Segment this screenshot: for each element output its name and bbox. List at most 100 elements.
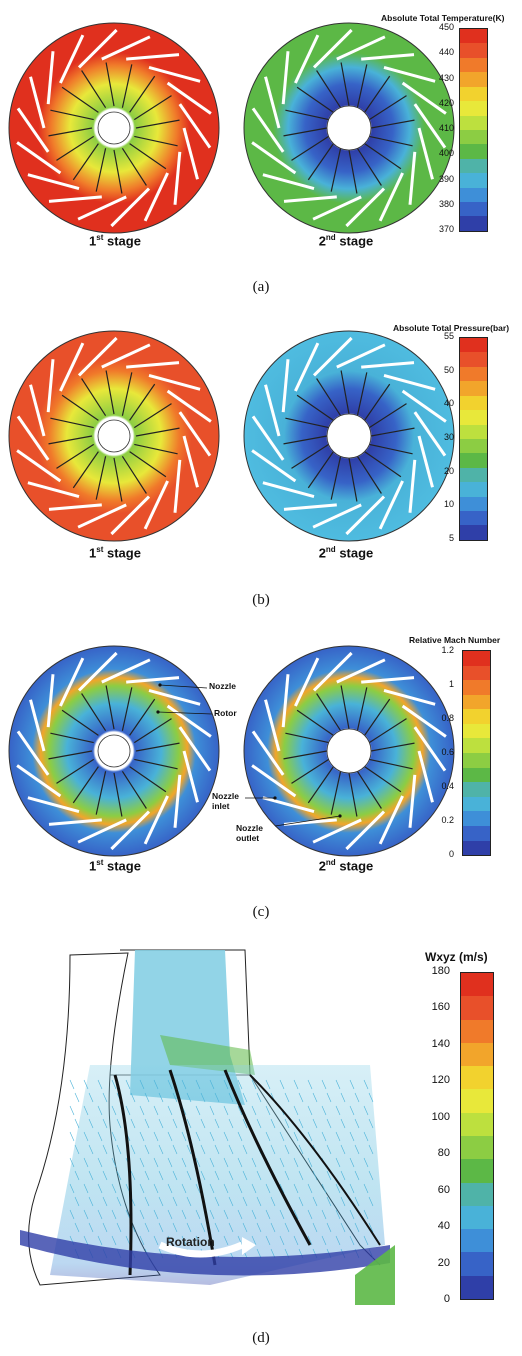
rotor-blade — [296, 709, 334, 736]
rotor-blade — [56, 758, 95, 784]
nozzle-vane — [16, 449, 62, 483]
colorbar-tick-label: 5 — [448, 533, 454, 543]
nozzle-vane — [401, 389, 447, 423]
rotor-blade — [340, 62, 350, 107]
nozzle-vane — [336, 343, 386, 369]
velocity-vector — [242, 1092, 248, 1103]
rotor-blade — [370, 427, 415, 437]
nozzle-vane — [46, 359, 55, 413]
rotor-blade — [340, 685, 350, 730]
colorbar-segment — [463, 680, 490, 695]
rotor-blade — [364, 143, 402, 170]
colorbar-segment — [460, 158, 487, 174]
nozzle-vane — [383, 373, 436, 391]
colorbar-segment — [460, 438, 487, 454]
rotor-blade — [135, 119, 180, 129]
temperature-contour-stage-2 — [243, 22, 455, 234]
rotor-blade — [48, 750, 93, 760]
rotor-blade — [129, 143, 167, 170]
nozzle-vane — [46, 51, 55, 105]
nozzle-vane — [48, 503, 102, 511]
velocity-vector — [167, 1183, 173, 1194]
velocity-vector — [335, 1079, 341, 1090]
velocity-vector — [354, 1144, 360, 1155]
colorbar-segment — [460, 216, 487, 231]
rotor-blade — [369, 758, 413, 770]
colorbar-tick-label: 40 — [437, 1220, 450, 1233]
colorbar — [460, 972, 494, 1300]
velocity-vector — [223, 1157, 229, 1168]
velocity-vector — [97, 1131, 103, 1142]
velocity-vector — [251, 1079, 257, 1090]
velocity-vector — [237, 1105, 243, 1116]
nozzle-vane — [48, 818, 102, 826]
velocity-vector — [256, 1092, 262, 1103]
velocity-vector — [321, 1209, 327, 1220]
velocity-vector — [312, 1170, 318, 1181]
velocity-vector-field — [20, 949, 395, 1305]
rotor-blade — [72, 766, 99, 804]
velocity-vector — [335, 1131, 341, 1142]
velocity-vector — [97, 1079, 103, 1090]
nozzle-vane — [59, 34, 85, 84]
velocity-vector — [335, 1183, 341, 1194]
velocity-vector — [88, 1092, 94, 1103]
nozzle-vane — [126, 361, 180, 369]
nozzle-vane — [378, 480, 404, 530]
velocity-vector — [167, 1209, 173, 1220]
colorbar-tick-label: 450 — [438, 22, 454, 32]
stage-2-label: 2nd stage — [318, 858, 374, 874]
velocity-vector — [97, 1183, 103, 1194]
velocity-vector — [144, 1222, 150, 1233]
rotor-blade — [368, 718, 407, 744]
velocity-vector — [251, 1183, 257, 1194]
nozzle-outlet-annotation: Nozzle outlet — [236, 823, 263, 843]
rotor-blade — [348, 772, 358, 817]
velocity-vector — [293, 1235, 299, 1246]
colorbar-tick-label: 0.6 — [441, 747, 454, 757]
velocity-vector — [223, 1105, 229, 1116]
nozzle-vane — [16, 730, 50, 776]
velocity-vector — [223, 1209, 229, 1220]
velocity-vector — [167, 1235, 173, 1246]
nozzle-vane — [166, 704, 212, 738]
velocity-vector — [363, 1235, 369, 1246]
rotor-blade — [121, 64, 133, 108]
velocity-vector — [153, 1131, 159, 1142]
colorbar-segment — [460, 381, 487, 396]
nozzle-vane — [401, 704, 447, 738]
colorbar-title: Absolute Total Temperature(K) — [381, 13, 505, 23]
velocity-vector — [88, 1144, 94, 1155]
velocity-vector — [181, 1235, 187, 1246]
rotor-blade — [61, 709, 99, 736]
nozzle-vane — [345, 495, 386, 536]
nozzle-vane — [77, 195, 127, 221]
rotor-blade — [113, 149, 123, 194]
velocity-vector — [279, 1157, 285, 1168]
velocity-vector — [69, 1079, 75, 1090]
velocity-vector — [340, 1092, 346, 1103]
nozzle-vane — [408, 459, 417, 513]
colorbar-segment — [463, 782, 490, 797]
velocity-vector — [363, 1183, 369, 1194]
rotor-blade — [340, 370, 350, 415]
velocity-vector — [195, 1131, 201, 1142]
nozzle-vane — [182, 435, 199, 488]
velocity-vector — [265, 1105, 271, 1116]
velocity-vector — [326, 1092, 332, 1103]
colorbar-segment — [461, 996, 493, 1020]
velocity-vector — [116, 1222, 122, 1233]
velocity-vector — [298, 1118, 304, 1129]
velocity-vector — [74, 1170, 80, 1181]
velocity-vector — [74, 1092, 80, 1103]
colorbar-segment — [460, 86, 487, 102]
velocity-vector — [69, 1105, 75, 1116]
colorbar-segment — [463, 796, 490, 812]
velocity-vector — [242, 1222, 248, 1233]
nozzle-vane — [16, 764, 62, 798]
rotor-blade — [356, 147, 382, 186]
rotor-blade — [283, 435, 328, 445]
nozzle-vane — [182, 127, 199, 180]
velocity-vector — [293, 1079, 299, 1090]
colorbar-segment — [463, 738, 490, 754]
